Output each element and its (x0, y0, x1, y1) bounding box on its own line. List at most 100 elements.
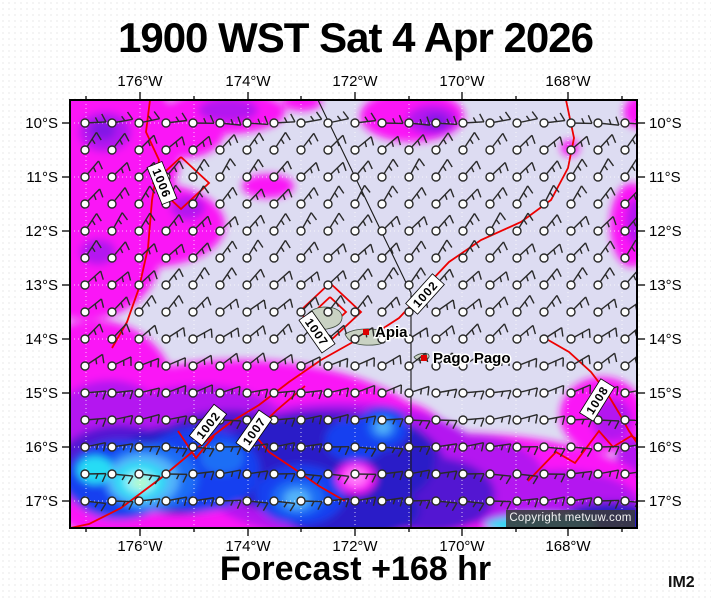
wind-barb (269, 353, 294, 371)
wind-barb (134, 243, 158, 263)
wind-barb (242, 239, 264, 263)
wind-barb (188, 215, 212, 236)
wind-barb (161, 442, 188, 457)
wind-barb (107, 469, 134, 485)
wind-barb (188, 267, 210, 290)
wind-barb (458, 188, 482, 209)
wind-barb (566, 384, 592, 398)
lat-label-left: 14°S (25, 331, 58, 348)
wind-barb (350, 160, 373, 182)
wind-barb (80, 188, 104, 209)
wind-barb (404, 240, 427, 263)
wind-barb (107, 212, 129, 236)
wind-barb (404, 327, 429, 344)
wind-barb (80, 469, 107, 483)
wind-barb (431, 188, 455, 209)
wind-barb (620, 496, 637, 508)
lat-label-right: 15°S (649, 385, 682, 402)
wind-barb (485, 323, 509, 344)
wind-barb (377, 469, 404, 481)
wind-barb (107, 496, 134, 511)
wind-barb (134, 324, 159, 344)
wind-barb (296, 442, 323, 453)
wind-barb (323, 413, 349, 425)
wind-barb (215, 327, 240, 344)
wind-barb (377, 242, 401, 263)
wind-barb (107, 271, 132, 290)
wind-barb (107, 161, 131, 182)
wind-barb (512, 469, 539, 485)
wind-barb (161, 136, 186, 155)
chart-title: 1900 WST Sat 4 Apr 2026 (117, 14, 594, 61)
wind-barb (431, 388, 458, 399)
city-layer: Apia Pago Pago (363, 323, 512, 369)
wind-barb (134, 294, 157, 317)
wind-barb (593, 442, 620, 456)
wind-barb (107, 187, 130, 209)
wind-barb (539, 184, 560, 209)
wind-barb (134, 185, 156, 209)
wind-barb (431, 158, 453, 182)
wind-barb (512, 387, 539, 398)
wind-barb (512, 357, 538, 371)
lat-label-left: 17°S (25, 493, 58, 510)
lat-label-right: 13°S (649, 277, 682, 294)
wind-barb (107, 132, 130, 155)
wind-barb (431, 299, 456, 317)
wind-barb (539, 112, 566, 128)
wind-barb (485, 111, 512, 128)
lat-label-left: 15°S (25, 385, 58, 402)
wind-barb (512, 111, 539, 128)
wind-barb (215, 385, 241, 398)
wind-barb (242, 214, 266, 236)
wind-barb (566, 328, 591, 344)
wind-barb (566, 114, 593, 128)
wind-barb (593, 469, 620, 479)
wind-barb (161, 496, 188, 506)
wind-barb (296, 296, 320, 317)
wind-barb (188, 242, 212, 263)
wind-barb (350, 268, 373, 290)
wind-barb (593, 186, 616, 209)
wind-barb (350, 243, 374, 263)
wind-barb (323, 294, 346, 317)
model-tag: IM2 (668, 574, 695, 591)
wind-barb (134, 469, 161, 485)
wind-barb (296, 187, 319, 209)
wind-barb (485, 132, 508, 155)
wind-barb (593, 216, 617, 236)
wind-barb (566, 442, 593, 457)
wind-barb (404, 216, 428, 236)
lat-label-right: 10°S (649, 115, 682, 132)
wind-barb (161, 469, 188, 483)
wind-barb (215, 442, 242, 456)
wind-barb (107, 356, 132, 371)
rain-blob (198, 100, 258, 122)
wind-barb (377, 496, 404, 507)
wind-barb (296, 496, 323, 510)
wind-barb (215, 267, 238, 290)
city-label: Apia (375, 324, 408, 341)
city-dot (363, 329, 369, 335)
lon-label-top: 172°W (332, 73, 378, 90)
city-dot (421, 355, 427, 361)
wind-barb (620, 159, 637, 182)
wind-barb (566, 415, 593, 428)
wind-barb (539, 160, 562, 182)
wind-barb (404, 267, 427, 290)
wind-barb (458, 415, 485, 427)
wind-barb (431, 132, 454, 155)
wind-barb (296, 414, 323, 425)
wind-barb (350, 496, 377, 506)
wind-barb (539, 357, 564, 371)
wind-barb (80, 113, 107, 128)
wind-barb (377, 114, 404, 128)
wind-barb (296, 241, 319, 263)
wind-barb (188, 135, 213, 155)
wind-barb (350, 214, 373, 236)
rain-blob (171, 196, 205, 220)
wind-barb (323, 111, 350, 128)
wind-barb (539, 384, 565, 398)
wind-barb (377, 384, 403, 398)
